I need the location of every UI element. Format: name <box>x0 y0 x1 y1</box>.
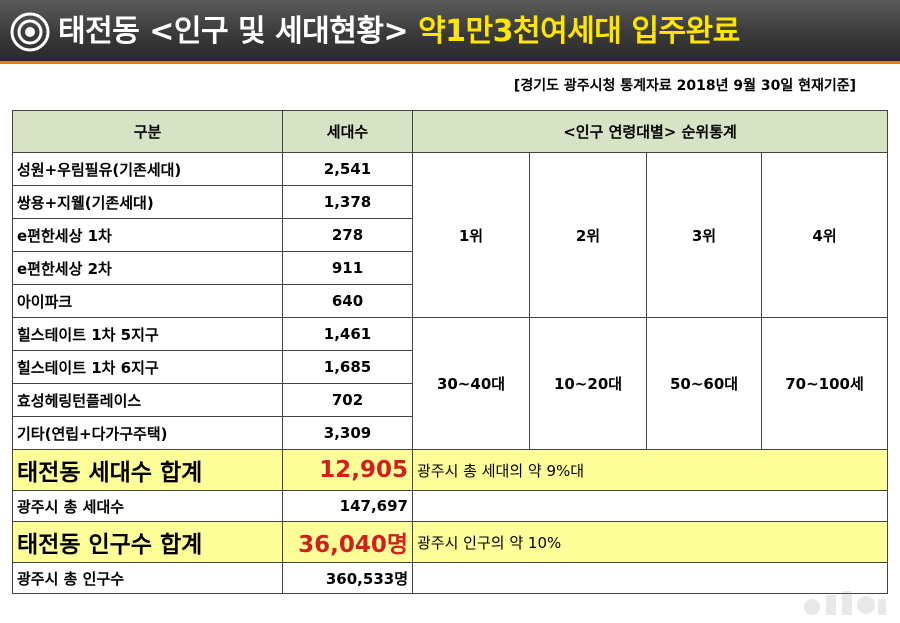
table-row: 효성헤링턴플레이스 702 <box>12 383 888 417</box>
rank-3: 3위 <box>646 152 762 318</box>
city-population-label: 광주시 총 인구수 <box>12 562 283 594</box>
age-group-4: 70~100세 <box>760 317 889 450</box>
title-banner: 태전동 <인구 및 세대현황> 약1만3천여세대 입주완료 <box>0 0 900 64</box>
title-highlight: 약1만3천여세대 입주완료 <box>418 14 740 49</box>
population-total-note: 광주시 인구의 약 10% <box>411 521 889 563</box>
complex-name: 쌍용+지웰(기존세대) <box>12 185 283 219</box>
household-total-label: 태전동 세대수 합계 <box>12 449 283 491</box>
city-households-row: 광주시 총 세대수 147,697 <box>12 490 889 522</box>
header-households: 세대수 <box>282 110 413 153</box>
household-total-row: 태전동 세대수 합계 12,905 광주시 총 세대의 약 9%대 <box>12 449 889 491</box>
statistics-table: 구분 세대수 <인구 연령대별> 순위통계 성원+우림필유(기존세대) 2,54… <box>12 110 889 594</box>
complex-name: 힐스테이트 1차 6지구 <box>12 350 283 384</box>
complex-name: 성원+우림필유(기존세대) <box>12 152 283 186</box>
complex-name: 기타(연립+다가구주택) <box>12 416 283 450</box>
empty-cell <box>411 490 889 522</box>
city-population-value: 360,533명 <box>282 562 413 594</box>
city-households-label: 광주시 총 세대수 <box>12 490 283 522</box>
age-group-1: 30~40대 <box>412 317 530 450</box>
city-households-value: 147,697 <box>282 490 413 522</box>
household-count: 1,685 <box>282 350 413 384</box>
complex-name: 효성헤링턴플레이스 <box>12 383 283 417</box>
table-row: e편한세상 1차 278 <box>12 218 888 252</box>
household-count: 3,309 <box>282 416 413 450</box>
population-total-label: 태전동 인구수 합계 <box>12 521 283 563</box>
rank-2: 2위 <box>529 152 647 318</box>
table-row: 아이파크 640 <box>12 284 888 318</box>
complex-name: e편한세상 1차 <box>12 218 283 252</box>
table-row: 힐스테이트 1차 6지구 1,685 <box>12 350 888 384</box>
household-count: 1,461 <box>282 317 413 351</box>
population-total-row: 태전동 인구수 합계 36,040명 광주시 인구의 약 10% <box>12 521 889 563</box>
household-total-value: 12,905 <box>282 449 413 491</box>
table-row: 성원+우림필유(기존세대) 2,541 1위 2위 3위 4위 <box>12 152 889 318</box>
household-count: 911 <box>282 251 413 285</box>
complex-name: 아이파크 <box>12 284 283 318</box>
target-icon <box>10 12 50 52</box>
rank-1: 1위 <box>412 152 530 318</box>
header-category: 구분 <box>12 110 283 153</box>
household-total-note: 광주시 총 세대의 약 9%대 <box>411 449 889 491</box>
table-row: e편한세상 2차 911 <box>12 251 888 285</box>
age-group-2: 10~20대 <box>529 317 647 450</box>
page-title: 태전동 <인구 및 세대현황> 약1만3천여세대 입주완료 <box>58 10 740 54</box>
table-row: 쌍용+지웰(기존세대) 1,378 <box>12 185 888 219</box>
population-total-value: 36,040명 <box>282 521 413 563</box>
household-count: 1,378 <box>282 185 413 219</box>
title-main: 태전동 <인구 및 세대현황> <box>58 14 409 49</box>
household-count: 702 <box>282 383 413 417</box>
empty-cell <box>411 562 889 594</box>
household-count: 278 <box>282 218 413 252</box>
watermark-logo-icon <box>804 591 886 615</box>
complex-name: e편한세상 2차 <box>12 251 283 285</box>
header-ranking: <인구 연령대별> 순위통계 <box>411 110 889 153</box>
household-count: 640 <box>282 284 413 318</box>
city-population-row: 광주시 총 인구수 360,533명 <box>12 562 889 594</box>
household-count: 2,541 <box>282 152 413 186</box>
header-row: 구분 세대수 <인구 연령대별> 순위통계 <box>12 110 889 153</box>
rank-4: 4위 <box>760 152 889 318</box>
source-note: [경기도 광주시청 통계자료 2018년 9월 30일 현재기준] <box>513 78 856 94</box>
table-row: 기타(연립+다가구주택) 3,309 <box>12 416 888 450</box>
complex-name: 힐스테이트 1차 5지구 <box>12 317 283 351</box>
age-group-3: 50~60대 <box>646 317 762 450</box>
table-row: 힐스테이트 1차 5지구 1,461 30~40대 10~20대 50~60대 … <box>12 317 889 450</box>
